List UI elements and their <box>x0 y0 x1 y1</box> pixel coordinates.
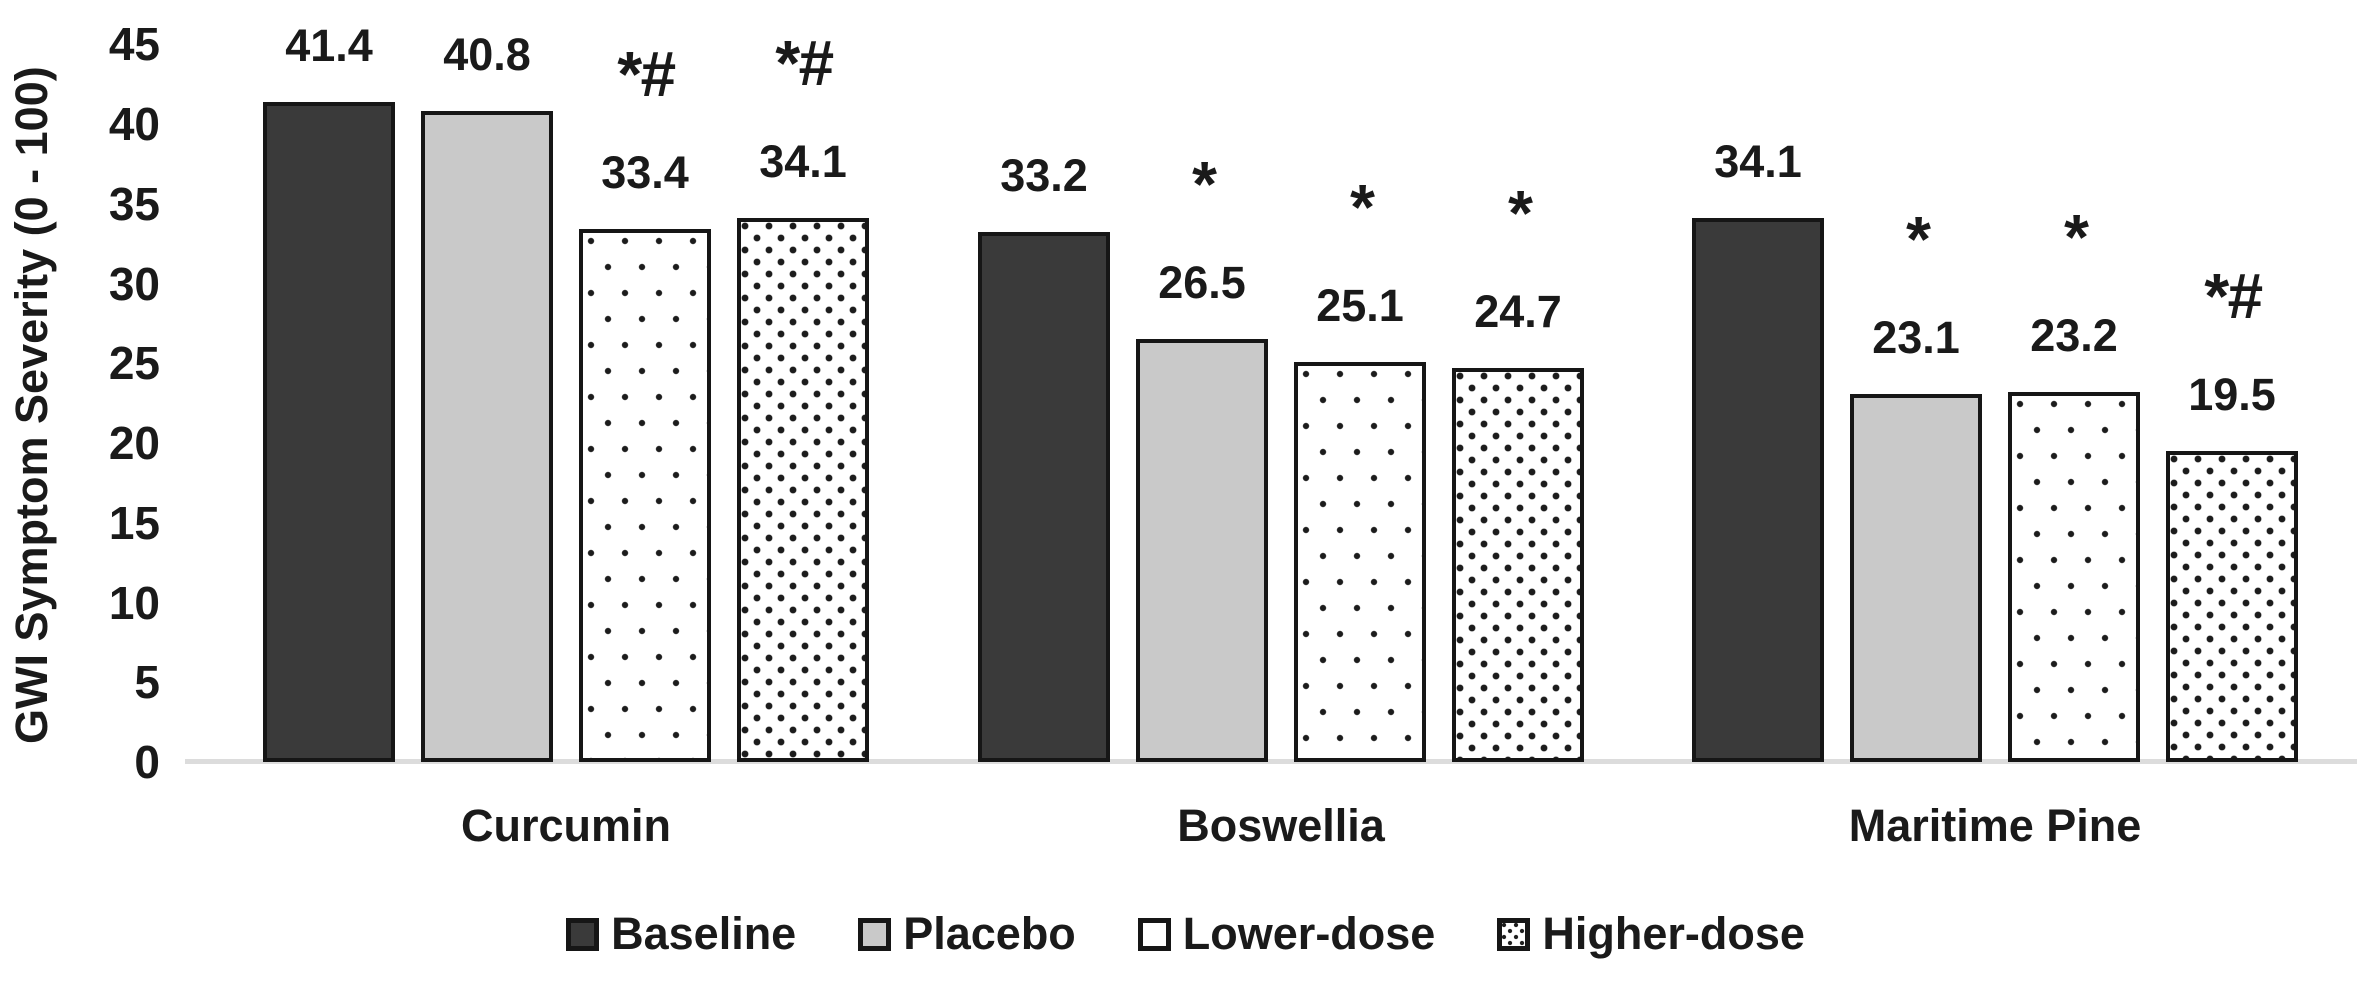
x-category-label-boswellia: Boswellia <box>1177 800 1385 851</box>
bar-higher-dose-boswellia <box>1452 368 1584 762</box>
bar-significance-annotation: *# <box>772 27 834 99</box>
bar-baseline-maritime-pine <box>1692 218 1824 762</box>
legend-item-lower-dose: Lower-dose <box>1137 908 1436 960</box>
bar-value-label: 41.4 <box>285 20 373 71</box>
x-axis-line <box>185 759 2357 764</box>
y-tick-label: 0 <box>134 736 160 788</box>
y-tick-label: 20 <box>108 417 160 469</box>
y-tick-label: 10 <box>108 576 160 629</box>
bar-significance-annotation: * <box>2061 201 2087 273</box>
bar-placebo-curcumin <box>421 111 553 762</box>
y-tick-label: 40 <box>108 98 160 150</box>
bar-value-label: 23.2 <box>2030 310 2118 361</box>
bar-value-label: 23.1 <box>1872 312 1960 363</box>
y-tick-label: 45 <box>108 18 160 71</box>
bar-higher-dose-curcumin <box>737 218 869 762</box>
bar-lower-dose-curcumin <box>579 229 711 762</box>
bar-value-label: 26.5 <box>1158 257 1246 308</box>
legend-item-baseline: Baseline <box>566 908 796 960</box>
bar-significance-annotation: * <box>1347 171 1373 243</box>
y-tick-label: 15 <box>108 496 160 549</box>
bar-value-label: 33.2 <box>1000 150 1088 201</box>
legend-swatch-baseline <box>566 917 600 951</box>
legend-label: Placebo <box>903 908 1076 959</box>
bar-value-label: 40.8 <box>443 29 531 80</box>
bar-significance-annotation: *# <box>614 38 676 110</box>
bar-lower-dose-boswellia <box>1294 362 1426 762</box>
bar-value-label: 19.5 <box>2188 369 2276 420</box>
bar-significance-annotation: * <box>1505 177 1531 249</box>
legend-swatch-lower-dose <box>1137 917 1171 951</box>
x-category-label-curcumin: Curcumin <box>460 800 671 851</box>
bar-significance-annotation: * <box>1189 148 1215 220</box>
legend-label: Lower-dose <box>1182 908 1436 959</box>
bar-value-label: 34.1 <box>1714 136 1802 187</box>
legend-swatch-higher-dose <box>1497 917 1531 951</box>
legend-item-higher-dose: Higher-dose <box>1497 908 1805 960</box>
bar-higher-dose-maritime-pine <box>2166 451 2298 762</box>
legend-swatch-placebo <box>858 917 892 951</box>
bar-value-label: 25.1 <box>1316 280 1404 331</box>
legend: Baseline Placebo Lower-dose Higher-dose <box>0 908 2371 960</box>
legend-label: Baseline <box>611 908 797 959</box>
y-tick-label: 35 <box>108 177 160 230</box>
bar-baseline-boswellia <box>978 232 1110 762</box>
legend-label: Higher-dose <box>1542 908 1805 959</box>
bar-lower-dose-maritime-pine <box>2008 392 2140 762</box>
bar-value-label: 33.4 <box>601 147 689 198</box>
y-tick-label: 25 <box>108 337 160 390</box>
legend-item-placebo: Placebo <box>858 908 1076 960</box>
bar-placebo-maritime-pine <box>1850 394 1982 762</box>
bar-baseline-curcumin <box>263 102 395 762</box>
x-category-label-maritime-pine: Maritime Pine <box>1848 800 2142 851</box>
bar-significance-annotation: *# <box>2201 260 2263 332</box>
bar-placebo-boswellia <box>1136 339 1268 762</box>
y-tick-label: 5 <box>134 656 160 709</box>
bar-value-label: 24.7 <box>1474 286 1562 337</box>
bar-significance-annotation: * <box>1903 203 1929 275</box>
bar-value-label: 34.1 <box>759 136 847 187</box>
y-tick-label: 30 <box>108 257 160 310</box>
